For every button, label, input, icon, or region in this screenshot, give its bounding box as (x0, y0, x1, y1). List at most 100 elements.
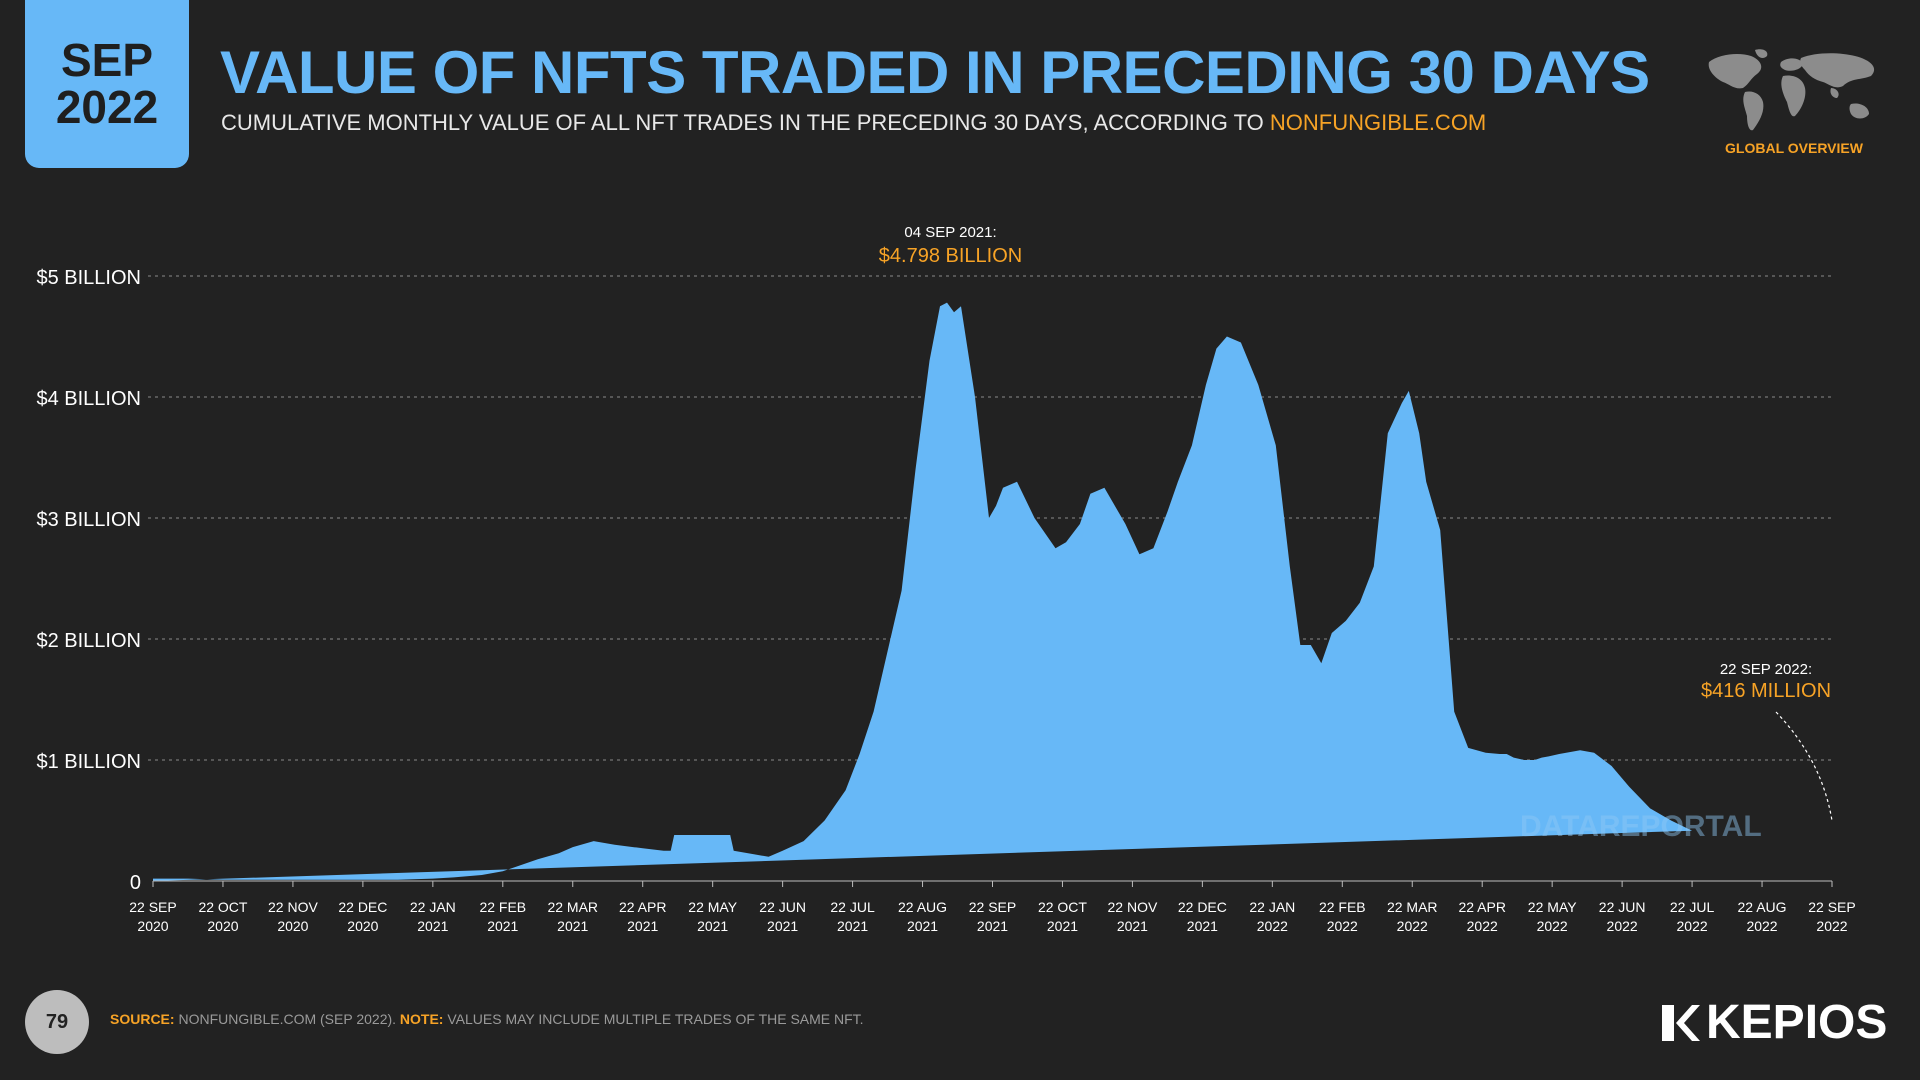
x-tick-label-20: 22 MAY 2022 (1528, 899, 1577, 934)
x-tick-month-0: 22 SEP (129, 899, 176, 915)
x-tick-year-9: 2021 (767, 918, 798, 934)
source-text: NONFUNGIBLE.COM (SEP 2022). (174, 1011, 400, 1027)
x-tick-year-0: 2020 (137, 918, 168, 934)
chart-annotations: 04 SEP 2021: $4.798 BILLION 22 SEP 2022: $4… (879, 224, 1833, 821)
x-tick-month-21: 22 JUN (1599, 899, 1646, 915)
watermark-text: DATAREPORTAL (1520, 810, 1762, 843)
x-tick-label-0: 22 SEP 2020 (129, 899, 176, 934)
x-tick-label-7: 22 APR 2021 (619, 899, 666, 934)
x-tick-year-21: 2022 (1607, 918, 1638, 934)
x-tick-year-18: 2022 (1397, 918, 1428, 934)
region-label: GLOBAL OVERVIEW (1725, 140, 1863, 156)
x-tick-label-16: 22 JAN 2022 (1249, 899, 1295, 934)
x-tick-month-13: 22 OCT (1038, 899, 1087, 915)
x-tick-month-15: 22 DEC (1178, 899, 1227, 915)
x-tick-year-17: 2022 (1327, 918, 1358, 934)
x-tick-year-1: 2020 (207, 918, 238, 934)
x-tick-label-15: 22 DEC 2021 (1178, 899, 1227, 934)
page-title: VALUE OF NFTS TRADED IN PRECEDING 30 DAY… (220, 39, 1650, 106)
kepios-logo-icon (1662, 1004, 1700, 1041)
x-tick-month-3: 22 DEC (338, 899, 387, 915)
world-map-icon (1708, 49, 1875, 131)
x-tick-month-8: 22 MAY (688, 899, 737, 915)
x-tick-month-4: 22 JAN (410, 899, 456, 915)
x-tick-year-20: 2022 (1537, 918, 1568, 934)
x-tick-year-13: 2021 (1047, 918, 1078, 934)
subtitle-source-link[interactable]: NONFUNGIBLE.COM (1269, 110, 1487, 135)
x-tick-label-1: 22 OCT 2020 (198, 899, 247, 934)
source-note: SOURCE: NONFUNGIBLE.COM (SEP 2022). NOTE… (110, 1011, 864, 1027)
note-label: NOTE: (399, 1011, 444, 1027)
x-tick-month-1: 22 OCT (198, 899, 247, 915)
x-tick-year-12: 2021 (977, 918, 1008, 934)
x-tick-year-5: 2021 (487, 918, 518, 934)
x-tick-month-16: 22 JAN (1249, 899, 1295, 915)
y-tick-label-4: $4 BILLION (36, 388, 141, 410)
nft-value-area (153, 302, 1693, 882)
y-tick-label-1: $1 BILLION (36, 751, 141, 773)
x-tick-label-10: 22 JUL 2021 (830, 899, 875, 934)
x-tick-label-9: 22 JUN 2021 (759, 899, 806, 934)
x-tick-year-6: 2021 (557, 918, 588, 934)
x-axis: 22 SEP 2020 22 OCT 2020 22 NOV 2020 22 DEC 2020… (129, 881, 1856, 934)
x-tick-label-17: 22 FEB 2022 (1319, 899, 1366, 934)
x-tick-month-23: 22 AUG (1738, 899, 1787, 915)
x-tick-month-18: 22 MAR (1387, 899, 1438, 915)
x-tick-month-24: 22 SEP (1808, 899, 1855, 915)
datareportal-watermark: DATAREPORTAL (1520, 810, 1762, 844)
page-number: 79 (25, 990, 89, 1054)
subtitle-text: CUMULATIVE MONTHLY VALUE OF ALL NFT TRAD… (221, 110, 1270, 135)
source-label: SOURCE: (110, 1011, 175, 1027)
x-tick-year-16: 2022 (1257, 918, 1288, 934)
x-tick-month-7: 22 APR (619, 899, 666, 915)
y-tick-label-5: $5 BILLION (36, 267, 141, 289)
peak-annotation-value: $4.798 BILLION (879, 245, 1022, 267)
y-axis: 0 $1 BILLION $2 BILLION $3 BILLION $4 BILLIO… (36, 267, 141, 894)
x-tick-month-14: 22 NOV (1108, 899, 1158, 915)
x-tick-label-23: 22 AUG 2022 (1738, 899, 1787, 934)
x-tick-label-19: 22 APR 2022 (1458, 899, 1505, 934)
latest-annotation-date: 22 SEP 2022: (1720, 661, 1812, 678)
x-tick-label-5: 22 FEB 2021 (479, 899, 526, 934)
x-tick-year-10: 2021 (837, 918, 868, 934)
x-tick-month-11: 22 AUG (898, 899, 947, 915)
x-tick-year-19: 2022 (1467, 918, 1498, 934)
x-tick-year-8: 2021 (697, 918, 728, 934)
date-badge: SEP 2022 (25, 0, 189, 168)
x-tick-label-8: 22 MAY 2021 (688, 899, 737, 934)
brand-name: KEPIOS (1706, 996, 1888, 1049)
badge-month: SEP (60, 34, 154, 87)
x-tick-year-4: 2021 (417, 918, 448, 934)
x-tick-year-11: 2021 (907, 918, 938, 934)
note-text: VALUES MAY INCLUDE MULTIPLE TRADES OF TH… (443, 1011, 864, 1027)
kepios-brand: KEPIOS (1660, 995, 1887, 1050)
x-tick-label-14: 22 NOV 2021 (1108, 899, 1158, 934)
x-tick-year-7: 2021 (627, 918, 658, 934)
x-tick-label-6: 22 MAR 2021 (547, 899, 598, 934)
x-tick-year-24: 2022 (1816, 918, 1847, 934)
x-tick-year-3: 2020 (347, 918, 378, 934)
x-tick-month-10: 22 JUL (830, 899, 875, 915)
x-tick-month-2: 22 NOV (268, 899, 318, 915)
x-tick-label-11: 22 AUG 2021 (898, 899, 947, 934)
x-tick-label-24: 22 SEP 2022 (1808, 899, 1855, 934)
x-tick-month-20: 22 MAY (1528, 899, 1577, 915)
x-tick-label-12: 22 SEP 2021 (969, 899, 1016, 934)
x-tick-year-14: 2021 (1117, 918, 1148, 934)
x-tick-month-12: 22 SEP (969, 899, 1016, 915)
page-subtitle: CUMULATIVE MONTHLY VALUE OF ALL NFT TRAD… (221, 110, 1486, 136)
x-tick-month-6: 22 MAR (547, 899, 598, 915)
latest-annotation-value: $416 MILLION (1701, 680, 1831, 702)
y-tick-label-3: $3 BILLION (36, 509, 141, 531)
y-tick-label-2: $2 BILLION (36, 630, 141, 652)
x-tick-label-4: 22 JAN 2021 (410, 899, 456, 934)
x-tick-month-19: 22 APR (1458, 899, 1505, 915)
badge-year: 2022 (55, 81, 159, 133)
x-tick-label-18: 22 MAR 2022 (1387, 899, 1438, 934)
x-tick-month-17: 22 FEB (1319, 899, 1366, 915)
x-tick-year-22: 2022 (1677, 918, 1708, 934)
x-tick-month-5: 22 FEB (479, 899, 526, 915)
peak-annotation-date: 04 SEP 2021: (904, 224, 996, 241)
x-tick-label-2: 22 NOV 2020 (268, 899, 318, 934)
